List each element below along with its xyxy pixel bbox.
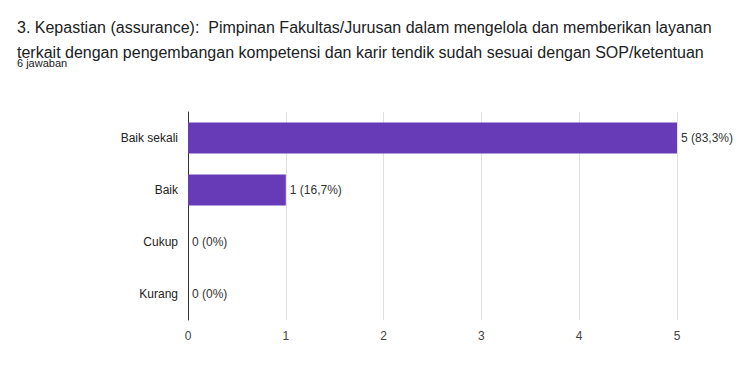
svg-text:5 (83,3%): 5 (83,3%) xyxy=(681,131,733,145)
svg-text:6 jawaban: 6 jawaban xyxy=(17,57,67,69)
svg-text:Baik: Baik xyxy=(155,183,179,197)
svg-text:2: 2 xyxy=(380,329,387,343)
svg-text:1 (16,7%): 1 (16,7%) xyxy=(290,183,342,197)
svg-text:Baik sekali: Baik sekali xyxy=(121,131,178,145)
svg-text:0 (0%): 0 (0%) xyxy=(192,235,227,249)
svg-text:0: 0 xyxy=(185,329,192,343)
svg-text:0 (0%): 0 (0%) xyxy=(192,287,227,301)
svg-text:3. Kepastian (assurance): Pim: 3. Kepastian (assurance): Pimpinan Fakul… xyxy=(17,19,716,36)
svg-text:terkait dengan pengembangan ko: terkait dengan pengembangan kompetensi d… xyxy=(17,44,704,61)
svg-text:Kurang: Kurang xyxy=(139,287,178,301)
svg-text:1: 1 xyxy=(282,329,289,343)
svg-text:Cukup: Cukup xyxy=(143,235,178,249)
svg-text:5: 5 xyxy=(674,329,681,343)
svg-text:3: 3 xyxy=(478,329,485,343)
svg-text:4: 4 xyxy=(576,329,583,343)
